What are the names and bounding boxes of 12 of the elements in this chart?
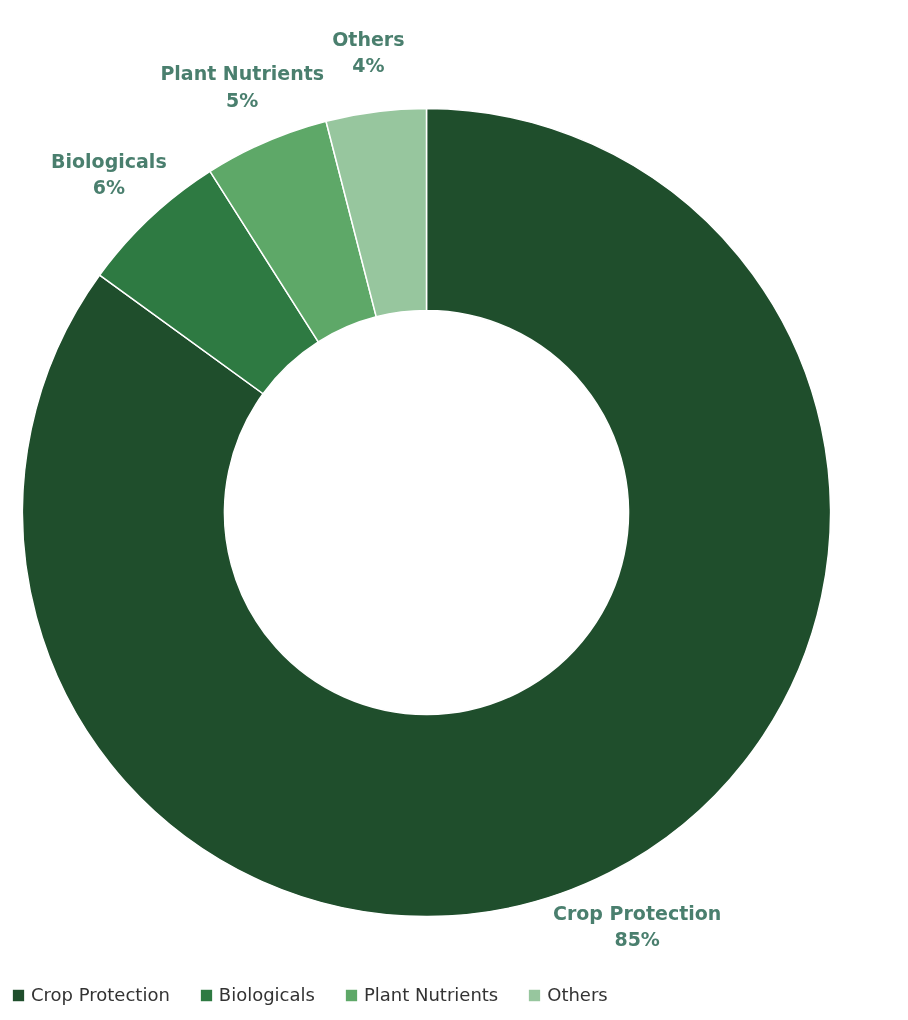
data-label: 4% (352, 54, 385, 77)
slice-label: Crop Protection (552, 901, 722, 924)
slice-label: Biologicals (51, 150, 167, 173)
legend-label: Crop Protection (31, 984, 170, 1005)
data-label: 85% (614, 928, 660, 951)
legend-label: Biologicals (218, 984, 315, 1005)
data-label: 5% (226, 88, 259, 111)
slice-label: Others (332, 27, 405, 50)
slice-label: Plant Nutrients (160, 62, 325, 85)
legend-label: Others (547, 984, 608, 1005)
data-label: 6% (92, 176, 126, 199)
legend-label: Plant Nutrients (363, 984, 499, 1005)
